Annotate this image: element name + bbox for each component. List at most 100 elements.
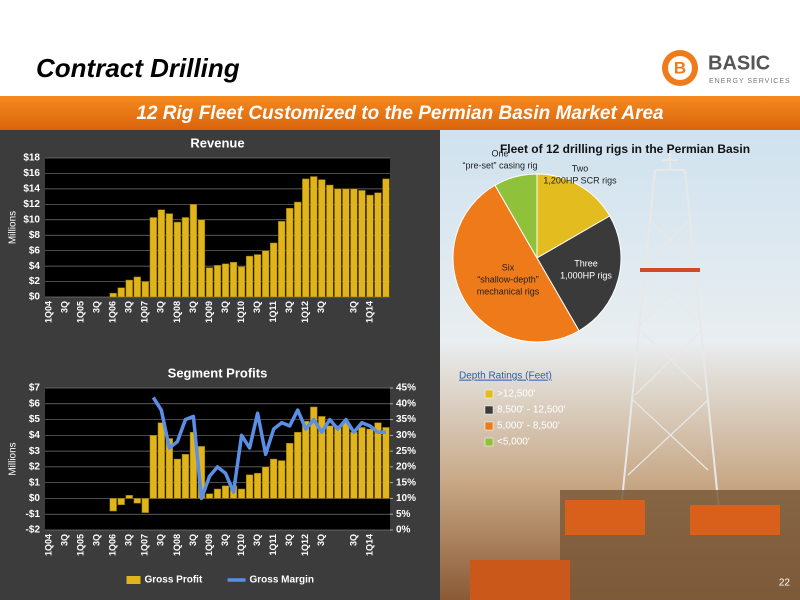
y-axis-label: Millions xyxy=(8,211,19,244)
bar xyxy=(213,265,222,298)
bar xyxy=(189,204,198,298)
logo-mark: B xyxy=(674,58,686,77)
y-tick-label: $0 xyxy=(29,292,41,303)
x-tick-label: 3Q xyxy=(59,301,69,313)
y-tick-label: $2 xyxy=(29,462,41,473)
x-tick-label: 3Q xyxy=(284,534,294,546)
x-tick-label: 1Q08 xyxy=(172,534,182,556)
page-number: 22 xyxy=(779,578,791,589)
y2-tick-label: 15% xyxy=(396,477,416,488)
bar xyxy=(173,458,182,499)
slice-label: 1,200HP SCR rigs xyxy=(543,175,617,185)
bar xyxy=(237,266,246,298)
y-tick-label: $16 xyxy=(23,168,40,179)
bar xyxy=(382,178,390,298)
bar xyxy=(286,442,294,499)
bar xyxy=(149,435,157,499)
x-tick-label: 3Q xyxy=(188,301,198,313)
bar xyxy=(245,255,254,298)
bar xyxy=(382,427,390,499)
x-tick-label: 1Q04 xyxy=(43,301,53,323)
slice-label: mechanical rigs xyxy=(477,286,540,296)
x-tick-label: 1Q09 xyxy=(204,301,214,323)
y-tick-label: -$1 xyxy=(26,509,41,520)
x-tick-label: 3Q xyxy=(316,534,326,546)
bar xyxy=(318,179,326,298)
chart-title: Fleet of 12 drilling rigs in the Permian… xyxy=(500,142,750,156)
slice-label: One xyxy=(491,148,508,158)
x-tick-label: 3Q xyxy=(188,534,198,546)
slice-label: “shallow-depth” xyxy=(477,274,539,284)
pie-slice xyxy=(536,215,622,332)
pie-slice xyxy=(452,184,580,343)
bar xyxy=(221,263,230,298)
slice-label: Three xyxy=(574,258,598,268)
y-tick-label: -$2 xyxy=(26,525,41,536)
legend-swatch xyxy=(484,421,494,431)
bar xyxy=(205,493,214,499)
bar xyxy=(197,219,206,298)
bar xyxy=(262,250,270,298)
bar xyxy=(245,474,254,499)
bar xyxy=(262,466,270,499)
chart-title: Revenue xyxy=(190,135,244,150)
banner-text: 12 Rig Fleet Customized to the Permian B… xyxy=(136,103,664,124)
y-tick-label: $3 xyxy=(29,446,41,457)
x-tick-label: 1Q12 xyxy=(300,534,310,556)
x-tick-label: 1Q09 xyxy=(204,534,214,556)
x-tick-label: 1Q07 xyxy=(140,534,150,556)
bar xyxy=(270,458,278,499)
bar xyxy=(310,176,318,298)
bar xyxy=(157,422,165,499)
y-tick-label: $18 xyxy=(23,153,40,164)
x-tick-label: 3Q xyxy=(220,301,230,313)
x-tick-label: 3Q xyxy=(252,301,262,313)
y2-tick-label: 20% xyxy=(396,462,416,473)
bar xyxy=(374,422,382,499)
x-tick-label: 1Q10 xyxy=(236,534,246,556)
x-tick-label: 1Q04 xyxy=(43,534,53,556)
bar xyxy=(310,406,318,499)
bar xyxy=(205,267,214,298)
x-tick-label: 3Q xyxy=(284,301,294,313)
bar xyxy=(326,184,334,298)
legend-swatch xyxy=(484,405,494,415)
rig-house xyxy=(690,505,780,535)
bar xyxy=(141,281,149,298)
x-tick-label: 1Q14 xyxy=(364,301,374,323)
y2-tick-label: 25% xyxy=(396,446,416,457)
y2-tick-label: 10% xyxy=(396,493,416,504)
legend-label: <5,000' xyxy=(497,437,530,448)
y-tick-label: $6 xyxy=(29,245,41,256)
bar xyxy=(213,488,222,499)
y2-tick-label: 0% xyxy=(396,525,411,536)
x-tick-label: 3Q xyxy=(348,301,358,313)
y-tick-label: $12 xyxy=(23,199,40,210)
line xyxy=(151,396,386,501)
y-axis-label: Millions xyxy=(8,442,19,475)
y-tick-label: $4 xyxy=(29,261,41,272)
bar xyxy=(181,217,190,298)
legend-label: >12,500' xyxy=(497,389,535,400)
y-tick-label: $6 xyxy=(29,398,41,409)
rig-trailer xyxy=(470,560,570,600)
bar xyxy=(149,217,157,298)
slice-label: “pre-set” casing rig xyxy=(462,160,537,170)
y-tick-label: $0 xyxy=(29,493,41,504)
y2-tick-label: 45% xyxy=(396,383,416,394)
bar xyxy=(278,460,286,499)
x-tick-label: 1Q07 xyxy=(140,301,150,323)
bar xyxy=(342,188,350,298)
bar xyxy=(334,188,342,298)
x-tick-label: 3Q xyxy=(220,534,230,546)
x-tick-label: 3Q xyxy=(92,534,102,546)
legend-label: 5,000' - 8,500' xyxy=(497,421,560,432)
x-tick-label: 1Q12 xyxy=(300,301,310,323)
chart-title: Segment Profits xyxy=(168,365,268,380)
x-tick-label: 3Q xyxy=(156,301,166,313)
y-tick-label: $1 xyxy=(29,477,41,488)
bar xyxy=(294,431,302,499)
x-tick-label: 1Q11 xyxy=(268,301,278,323)
y2-tick-label: 40% xyxy=(396,398,416,409)
